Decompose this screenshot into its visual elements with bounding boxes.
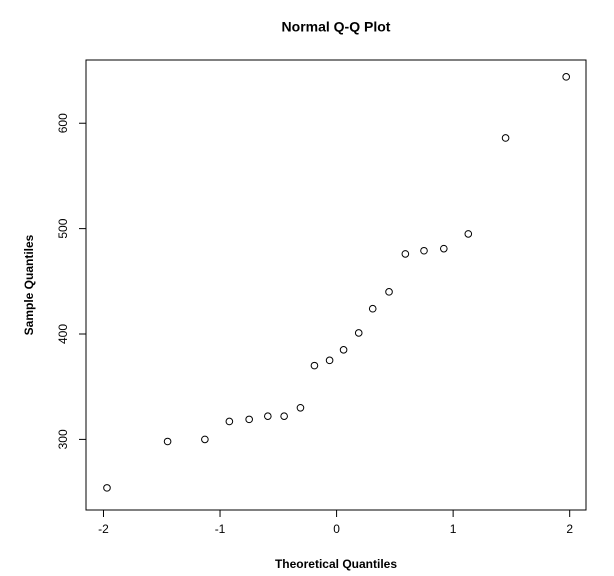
x-tick-label: -1 (215, 522, 226, 536)
point (420, 246, 428, 255)
point (225, 417, 234, 426)
point (501, 134, 510, 142)
point (296, 403, 305, 412)
y-axis-label: Sample Quantiles (22, 234, 36, 335)
point (325, 356, 334, 365)
y-tick-label: 500 (56, 218, 70, 238)
x-tick-label: 1 (450, 522, 457, 536)
point (245, 415, 253, 424)
y-tick-label: 600 (56, 113, 70, 133)
x-axis-label: Theoretical Quantiles (275, 557, 397, 571)
point (103, 484, 111, 492)
point (280, 412, 288, 421)
point (368, 304, 377, 313)
point (562, 73, 570, 81)
point (385, 288, 393, 296)
x-tick-label: 0 (333, 522, 340, 536)
point (264, 412, 272, 421)
y-tick-label: 400 (56, 324, 70, 344)
point (201, 435, 209, 444)
point (339, 346, 348, 354)
y-tick-label: 300 (56, 429, 70, 449)
point (310, 361, 319, 370)
point (163, 437, 172, 446)
point (464, 230, 473, 238)
x-tick-label: -2 (98, 522, 109, 536)
point (401, 250, 410, 258)
chart-title: Normal Q-Q Plot (282, 19, 391, 35)
plot-frame (85, 59, 587, 511)
point (354, 329, 363, 337)
point (440, 244, 448, 253)
x-tick-label: 2 (566, 522, 573, 536)
